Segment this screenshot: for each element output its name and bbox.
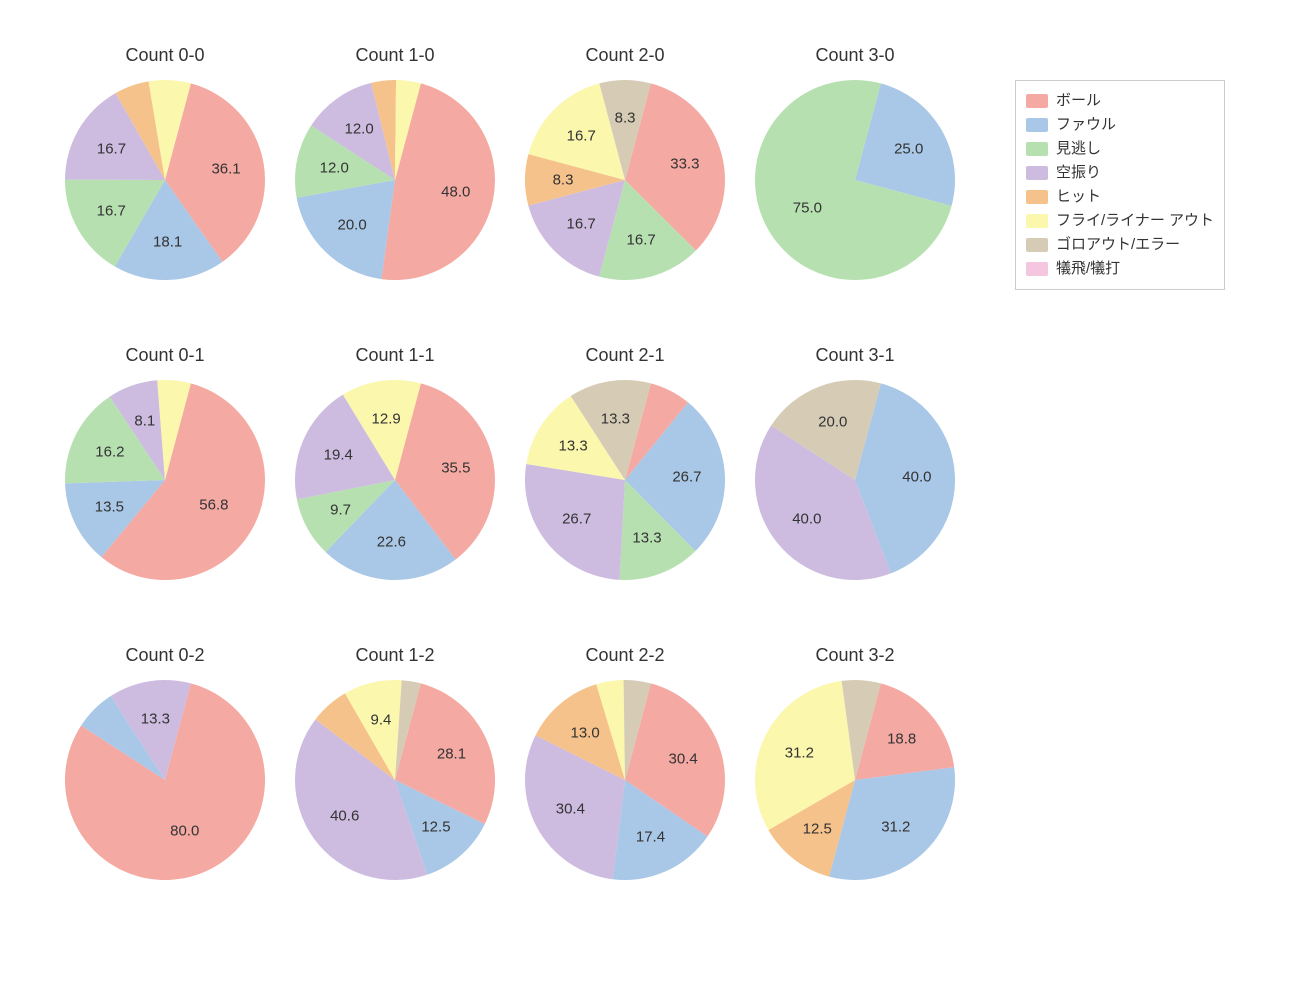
legend-swatch (1026, 238, 1048, 252)
legend-label: ファウル (1056, 113, 1116, 137)
slice-value-label: 13.3 (558, 438, 587, 455)
slice-value-label: 80.0 (170, 823, 199, 840)
legend-label: フライ/ライナー アウト (1056, 209, 1214, 233)
slice-value-label: 13.3 (141, 710, 170, 727)
pie-chart (293, 678, 497, 882)
slice-value-label: 30.4 (669, 750, 698, 767)
slice-value-label: 12.0 (320, 159, 349, 176)
chart-title: Count 0-2 (65, 645, 265, 666)
slice-value-label: 35.5 (441, 459, 470, 476)
legend-item: ヒット (1026, 185, 1214, 209)
slice-value-label: 40.0 (902, 468, 931, 485)
chart-title: Count 0-1 (65, 345, 265, 366)
chart-title: Count 1-1 (295, 345, 495, 366)
slice-value-label: 13.0 (570, 724, 599, 741)
slice-value-label: 9.4 (371, 711, 392, 728)
legend-swatch (1026, 262, 1048, 276)
legend-item: ボール (1026, 89, 1214, 113)
legend-item: 犠飛/犠打 (1026, 257, 1214, 281)
legend-label: 見逃し (1056, 137, 1101, 161)
slice-value-label: 8.1 (134, 413, 155, 430)
legend-item: フライ/ライナー アウト (1026, 209, 1214, 233)
legend-label: 犠飛/犠打 (1056, 257, 1120, 281)
slice-value-label: 56.8 (199, 497, 228, 514)
slice-value-label: 25.0 (894, 141, 923, 158)
slice-value-label: 48.0 (441, 184, 470, 201)
legend-swatch (1026, 214, 1048, 228)
legend-swatch (1026, 118, 1048, 132)
legend-label: 空振り (1056, 161, 1101, 185)
slice-value-label: 13.3 (601, 410, 630, 427)
legend-item: ゴロアウト/エラー (1026, 233, 1214, 257)
legend-swatch (1026, 166, 1048, 180)
slice-value-label: 16.2 (95, 443, 124, 460)
slice-value-label: 22.6 (377, 533, 406, 550)
chart-title: Count 3-0 (755, 45, 955, 66)
slice-value-label: 33.3 (670, 155, 699, 172)
legend-label: ヒット (1056, 185, 1101, 209)
chart-title: Count 2-2 (525, 645, 725, 666)
slice-value-label: 8.3 (553, 171, 574, 188)
chart-title: Count 2-1 (525, 345, 725, 366)
chart-title: Count 1-0 (295, 45, 495, 66)
slice-value-label: 40.0 (792, 511, 821, 528)
chart-grid: Count 0-0 36.1 18.1 16.7 16.7 Count 1-0 48.0 20… (0, 0, 1300, 1000)
chart-title: Count 0-0 (65, 45, 265, 66)
pie-chart (523, 678, 727, 882)
slice-value-label: 13.3 (632, 529, 661, 546)
slice-value-label: 16.7 (627, 231, 656, 248)
chart-title: Count 1-2 (295, 645, 495, 666)
slice-value-label: 16.7 (567, 128, 596, 145)
slice-value-label: 18.8 (887, 731, 916, 748)
slice-value-label: 16.7 (97, 140, 126, 157)
legend: ボールファウル見逃し空振りヒットフライ/ライナー アウトゴロアウト/エラー犠飛/… (1015, 80, 1225, 290)
legend-item: 空振り (1026, 161, 1214, 185)
pie-chart (63, 678, 267, 882)
pie-chart (753, 678, 957, 882)
legend-swatch (1026, 94, 1048, 108)
chart-title: Count 2-0 (525, 45, 725, 66)
pie-chart (753, 78, 957, 282)
legend-label: ゴロアウト/エラー (1056, 233, 1180, 257)
legend-item: 見逃し (1026, 137, 1214, 161)
legend-label: ボール (1056, 89, 1101, 113)
slice-value-label: 31.2 (881, 818, 910, 835)
pie-chart (63, 78, 267, 282)
slice-value-label: 26.7 (562, 510, 591, 527)
slice-value-label: 36.1 (211, 161, 240, 178)
slice-value-label: 18.1 (153, 233, 182, 250)
legend-item: ファウル (1026, 113, 1214, 137)
slice-value-label: 13.5 (95, 499, 124, 516)
slice-value-label: 9.7 (330, 501, 351, 518)
slice-value-label: 8.3 (615, 110, 636, 127)
slice-value-label: 31.2 (785, 744, 814, 761)
chart-title: Count 3-1 (755, 345, 955, 366)
slice-value-label: 12.9 (372, 410, 401, 427)
slice-value-label: 28.1 (437, 746, 466, 763)
slice-value-label: 75.0 (793, 199, 822, 216)
pie-chart (63, 378, 267, 582)
chart-title: Count 3-2 (755, 645, 955, 666)
slice-value-label: 12.5 (803, 821, 832, 838)
slice-value-label: 26.7 (672, 468, 701, 485)
pie-chart (293, 78, 497, 282)
slice-value-label: 12.5 (421, 818, 450, 835)
pie-chart (293, 378, 497, 582)
legend-swatch (1026, 142, 1048, 156)
slice-value-label: 40.6 (330, 808, 359, 825)
slice-value-label: 17.4 (636, 828, 665, 845)
slice-value-label: 16.7 (97, 202, 126, 219)
slice-value-label: 20.0 (818, 414, 847, 431)
slice-value-label: 20.0 (337, 216, 366, 233)
slice-value-label: 30.4 (556, 801, 585, 818)
slice-value-label: 12.0 (344, 121, 373, 138)
slice-value-label: 19.4 (324, 447, 353, 464)
legend-swatch (1026, 190, 1048, 204)
slice-value-label: 16.7 (567, 215, 596, 232)
